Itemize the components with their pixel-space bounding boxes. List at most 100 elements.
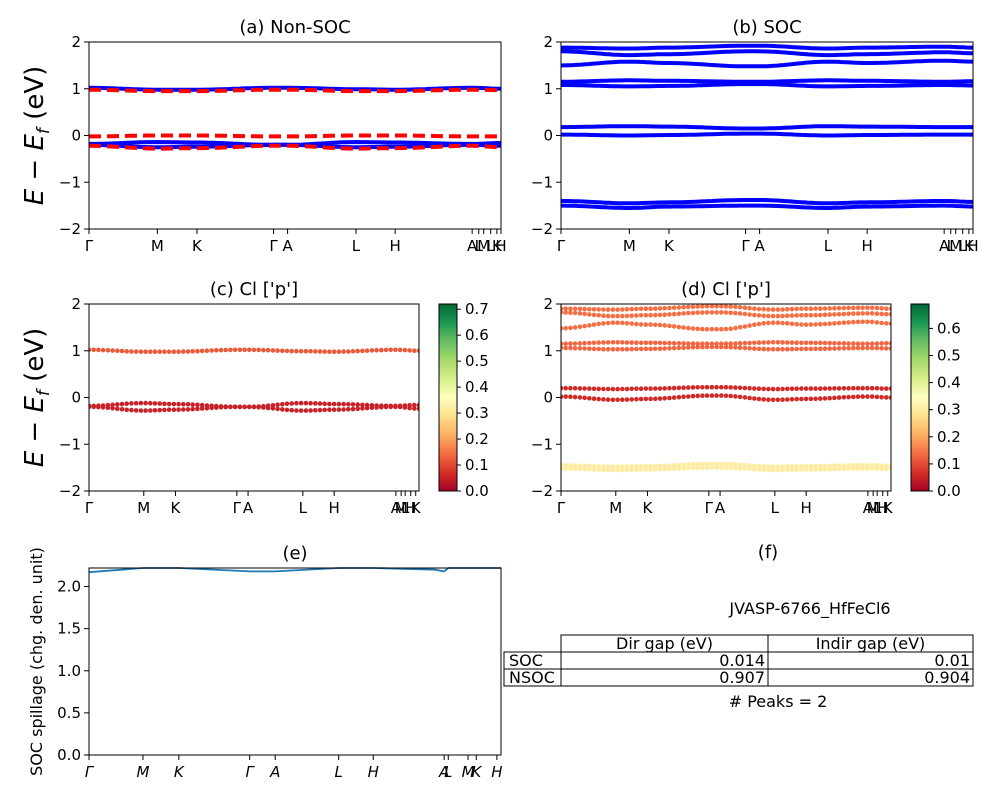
- panel-b-ktick-label: H: [861, 237, 872, 255]
- panel-d-point: [780, 347, 785, 352]
- panel-a-ktick-label: Γ: [85, 237, 94, 255]
- panel-c-ktick-label: K: [171, 499, 182, 517]
- panel-c-point: [327, 407, 332, 413]
- panel-d-point: [803, 306, 809, 312]
- panel-d-point: [742, 462, 748, 468]
- panel-d-point: [822, 463, 828, 469]
- panel-d-point: [667, 340, 672, 346]
- panel-c-point: [388, 347, 394, 353]
- panel-d-point: [662, 463, 667, 469]
- panel-d-point: [737, 462, 743, 468]
- panel-e-ktick-label: L: [444, 763, 452, 781]
- panel-d-point: [638, 313, 644, 318]
- panel-d-point: [865, 319, 870, 325]
- table-header: Dir gap (eV): [616, 634, 713, 653]
- panel-d-point: [789, 313, 795, 318]
- panel-d-point: [789, 386, 795, 392]
- panel-d-point: [813, 346, 818, 352]
- panel-c-point: [317, 349, 323, 354]
- panel-d-point: [884, 346, 889, 351]
- panel-d-point: [775, 340, 781, 345]
- panel-d-point: [855, 385, 861, 391]
- panel-d-point: [832, 346, 837, 351]
- panel-d-point: [587, 386, 592, 391]
- panel-d-point: [643, 340, 649, 346]
- panel-d-point: [869, 345, 875, 351]
- panel-a-ktick-label: L: [487, 237, 496, 255]
- panel-d-point: [681, 385, 686, 391]
- panel-d-point: [733, 341, 738, 346]
- panel-d-point: [733, 325, 738, 331]
- ylabel-subscript: f: [34, 387, 54, 396]
- panel-d-point: [704, 310, 710, 315]
- panel-d-point: [733, 462, 738, 467]
- panel-c-point: [374, 405, 379, 410]
- panel-d-point: [657, 346, 663, 352]
- panel-d-point: [634, 386, 639, 392]
- panel-d-point: [799, 306, 804, 312]
- panel-d-point: [638, 396, 644, 402]
- panel-d-point: [615, 467, 620, 473]
- panel-d-point: [855, 305, 861, 311]
- panel-c-point: [289, 407, 295, 413]
- panel-d-point: [629, 340, 634, 345]
- panel-d-point: [657, 322, 663, 328]
- panel-d-point: [582, 386, 587, 391]
- panel-d-point: [572, 310, 578, 316]
- panel-d-point: [794, 346, 799, 352]
- panel-a-ylabel: E − Ef (eV): [20, 66, 54, 206]
- panel-d-point: [676, 394, 682, 400]
- panel-c-point: [298, 400, 304, 406]
- panel-d-point: [775, 347, 781, 352]
- panel-d-point: [770, 397, 776, 403]
- panel-d-point: [832, 306, 837, 311]
- panel-d-point: [799, 467, 804, 472]
- panel-d-point: [799, 346, 804, 352]
- panel-c-point: [223, 404, 228, 410]
- panel-d-point: [615, 340, 620, 345]
- panel-d-point: [653, 312, 658, 318]
- panel-b-ktick-label: Γ: [557, 237, 566, 255]
- panel-d-point: [714, 304, 719, 309]
- panel-d-ktick-label: A: [863, 499, 874, 517]
- panel-d-point: [582, 311, 587, 317]
- panel-d-point: [874, 345, 880, 351]
- panel-d-point: [643, 322, 649, 327]
- panel-d-point: [700, 341, 705, 347]
- panel-c-point: [181, 349, 186, 354]
- panel-d-point: [605, 347, 611, 352]
- panel-e-title: (e): [282, 543, 307, 564]
- panel-d-point: [587, 340, 592, 346]
- panel-d-point: [686, 462, 691, 467]
- panel-c-point: [313, 408, 318, 413]
- panel-c-ytick-label: 2: [71, 295, 81, 313]
- panel-d-point: [582, 306, 587, 312]
- panel-c-point: [397, 347, 403, 353]
- panel-d-point: [855, 394, 861, 400]
- panel-d-point: [827, 386, 832, 391]
- panel-c-point: [129, 401, 134, 406]
- panel-d-point: [884, 311, 889, 317]
- panel-d-title: (d) Cl ['p']: [681, 279, 771, 300]
- panel-d-point: [723, 461, 729, 467]
- panel-d-point: [803, 396, 809, 402]
- panel-c-point: [360, 348, 365, 354]
- panel-c-point: [96, 404, 101, 410]
- panel-d-point: [846, 345, 851, 351]
- panel-d-point: [780, 320, 785, 326]
- panel-c-point: [364, 348, 370, 354]
- panel-c-point: [157, 349, 162, 355]
- panel-d-point: [752, 340, 757, 346]
- panel-c-point: [119, 401, 125, 407]
- panel-d-point: [836, 320, 842, 326]
- panel-d-point: [653, 386, 658, 391]
- panel-d-point: [629, 386, 634, 392]
- panel-d-point: [836, 311, 842, 317]
- ylabel-part: E: [20, 188, 50, 205]
- panel-d-point: [775, 397, 781, 403]
- panel-c-point: [313, 349, 318, 354]
- panel-d-point: [615, 386, 620, 392]
- panel-a-ktick-label: M: [477, 237, 490, 255]
- panel-d-point: [648, 340, 653, 346]
